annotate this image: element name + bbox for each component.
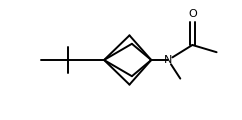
Text: N: N [164,55,172,65]
Text: O: O [188,9,197,19]
